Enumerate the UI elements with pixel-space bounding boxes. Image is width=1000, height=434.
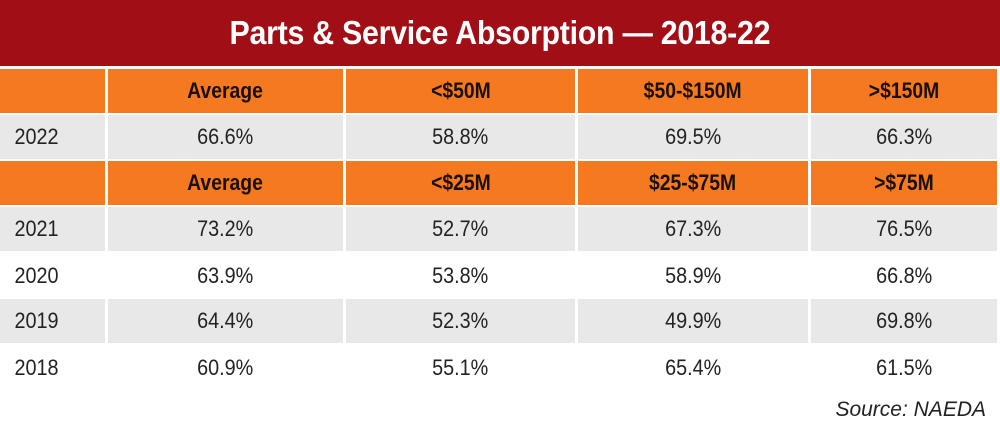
- table-row-2020: 2020 63.9% 53.8% 58.9% 66.8%: [0, 253, 998, 299]
- value-cell-small: 52.7%: [346, 207, 576, 251]
- value-cell-large: 66.3%: [810, 115, 998, 159]
- table-title: Parts & Service Absorption — 2018-22: [229, 14, 771, 51]
- table-row-2021: 2021 73.2% 52.7% 67.3% 76.5%: [0, 207, 998, 251]
- value-cell-mid: 65.4%: [578, 345, 808, 391]
- header-cell-mid: $25-$75M: [578, 161, 808, 205]
- header-cell-mid: $50-$150M: [578, 69, 808, 113]
- year-cell: 2021: [0, 207, 105, 251]
- value-cell-small: 58.8%: [346, 115, 576, 159]
- value-cell-mid: 69.5%: [578, 115, 808, 159]
- value-cell-average: 64.4%: [107, 299, 343, 343]
- table-title-band: Parts & Service Absorption — 2018-22: [0, 0, 1000, 66]
- table-row-2018: 2018 60.9% 55.1% 65.4% 61.5%: [0, 345, 998, 391]
- year-cell: 2018: [0, 345, 105, 391]
- header-row-2022: Average <$50M $50-$150M >$150M: [0, 69, 998, 113]
- table-row-2019: 2019 64.4% 52.3% 49.9% 69.8%: [0, 299, 998, 343]
- value-cell-small: 53.8%: [346, 253, 576, 299]
- value-cell-average: 60.9%: [107, 345, 343, 391]
- year-cell: 2022: [0, 115, 105, 159]
- table-row-2022: 2022 66.6% 58.8% 69.5% 66.3%: [0, 115, 998, 159]
- value-cell-large: 76.5%: [810, 207, 998, 251]
- header-cell-small: <$50M: [346, 69, 576, 113]
- value-cell-small: 55.1%: [346, 345, 576, 391]
- value-cell-mid: 67.3%: [578, 207, 808, 251]
- year-cell: 2019: [0, 299, 105, 343]
- value-cell-mid: 49.9%: [578, 299, 808, 343]
- header-row-prior: Average <$25M $25-$75M >$75M: [0, 161, 998, 205]
- header-cell-large: >$75M: [810, 161, 998, 205]
- value-cell-average: 73.2%: [107, 207, 343, 251]
- value-cell-mid: 58.9%: [578, 253, 808, 299]
- header-cell-small: <$25M: [346, 161, 576, 205]
- value-cell-large: 66.8%: [810, 253, 998, 299]
- header-cell-average: Average: [107, 69, 343, 113]
- year-cell: 2020: [0, 253, 105, 299]
- value-cell-large: 69.8%: [810, 299, 998, 343]
- header-cell-empty: [0, 69, 105, 113]
- value-cell-average: 66.6%: [107, 115, 343, 159]
- value-cell-small: 52.3%: [346, 299, 576, 343]
- value-cell-large: 61.5%: [810, 345, 998, 391]
- header-cell-large: >$150M: [810, 69, 998, 113]
- source-credit: Source: NAEDA: [835, 398, 986, 421]
- value-cell-average: 63.9%: [107, 253, 343, 299]
- header-cell-empty: [0, 161, 105, 205]
- header-cell-average: Average: [107, 161, 343, 205]
- absorption-table: Average <$50M $50-$150M >$150M 2022 66.6…: [0, 69, 998, 391]
